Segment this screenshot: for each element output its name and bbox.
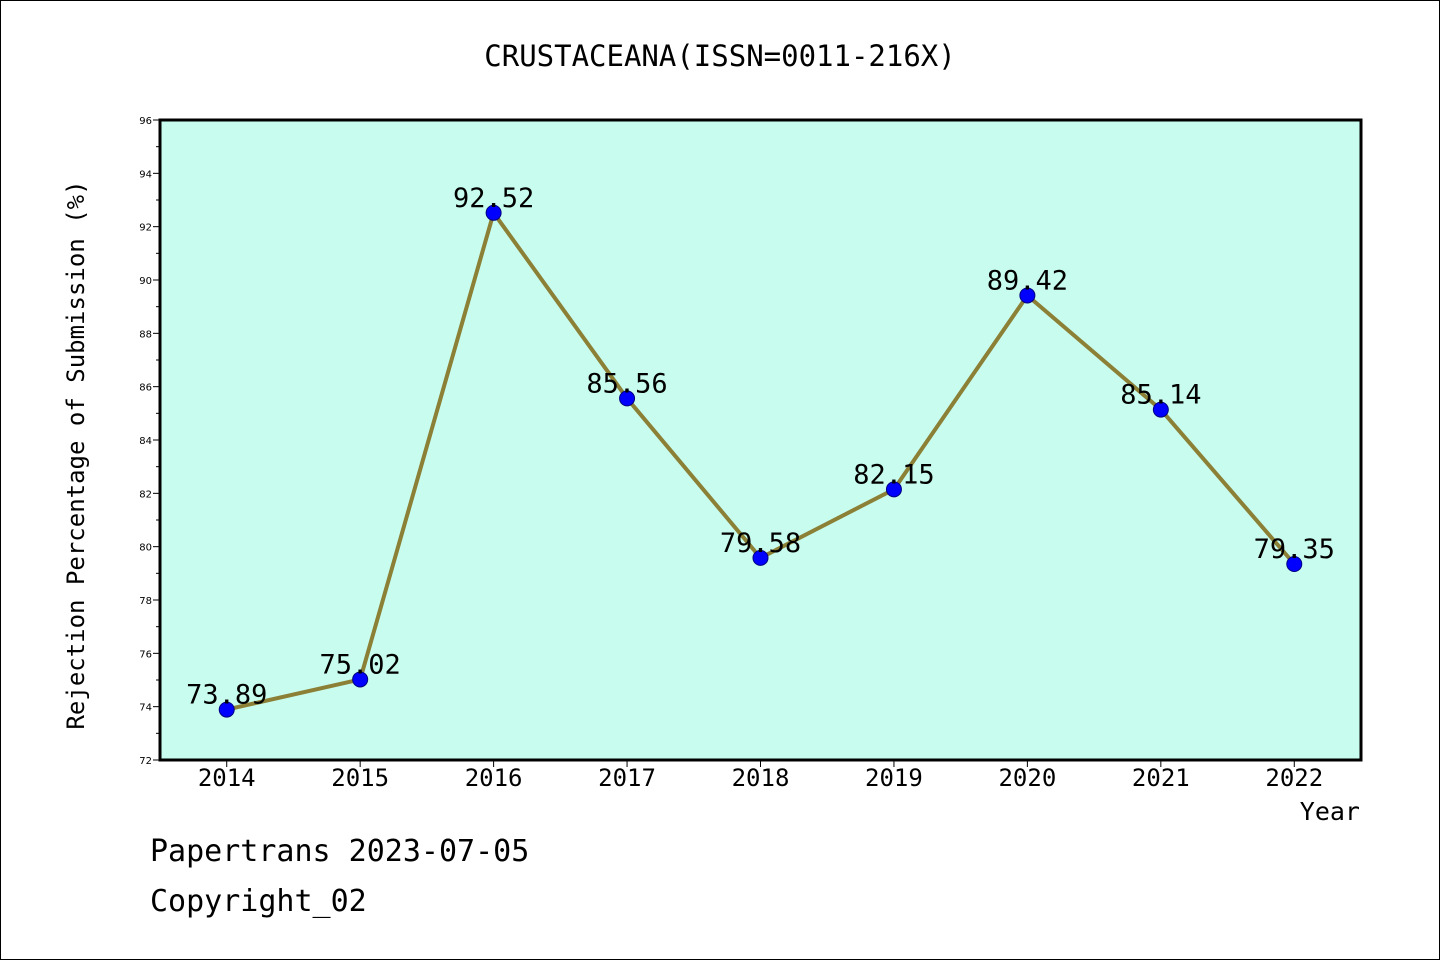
footer-copyright: Copyright_02 [150,884,367,919]
y-tick-label: 72 [139,756,152,767]
data-point-2018 [752,549,769,566]
x-axis-label: Year [1300,797,1360,826]
y-tick-label: 84 [139,436,152,447]
data-point-2016 [485,204,502,221]
x-tick-label: 2017 [598,764,656,792]
chart-title: CRUSTACEANA(ISSN=0011-216X) [484,39,955,73]
data-label-2019: 82.15 [853,459,934,490]
y-axis: 72 74 76 78 80 82 84 86 88 90 92 94 96 [139,116,160,767]
data-label-2021: 85.14 [1120,380,1201,411]
x-axis: 2014 2015 2016 2017 2018 2019 2020 2021 2022 [198,760,1323,792]
data-labels: 73.89 75.02 92.52 85.56 79.58 82.15 89.42 85.14… [186,183,1335,711]
x-tick-label: 2019 [865,764,923,792]
data-point-2017 [619,390,636,407]
y-tick-label: 90 [139,276,152,287]
y-tick-label: 88 [139,329,152,340]
y-tick-label: 74 [139,703,152,714]
y-axis-label: Rejection Percentage of Submission (%) [62,180,90,729]
y-tick-label: 78 [139,596,152,607]
y-tick-label: 76 [139,649,152,660]
x-tick-label: 2021 [1132,764,1190,792]
data-label-2015: 75.02 [320,649,401,680]
x-tick-label: 2016 [465,764,523,792]
data-point-2019 [885,481,902,498]
data-label-2022: 79.35 [1254,534,1335,565]
data-label-2018: 79.58 [720,528,801,559]
x-tick-label: 2018 [732,764,790,792]
data-point-2015 [352,671,369,688]
y-tick-label: 86 [139,383,152,394]
y-tick-label: 94 [139,169,152,180]
x-tick-label: 2020 [998,764,1056,792]
x-tick-label: 2022 [1265,764,1323,792]
y-tick-label: 80 [139,543,152,554]
data-point-2021 [1152,401,1169,418]
y-tick-label: 96 [139,116,152,127]
data-label-2017: 85.56 [586,368,667,399]
data-points [218,204,1303,718]
data-label-2020: 89.42 [987,265,1068,296]
data-point-2022 [1286,556,1303,572]
data-point-2014 [218,701,235,718]
data-label-2014: 73.89 [186,680,267,711]
data-label-2016: 92.52 [453,183,534,214]
data-point-2020 [1019,287,1036,304]
plot-area [158,118,1363,762]
y-tick-label: 92 [139,223,152,234]
footer-date: Papertrans 2023-07-05 [150,834,530,869]
x-tick-label: 2014 [198,764,256,792]
x-tick-label: 2015 [331,764,389,792]
y-tick-label: 82 [139,489,152,500]
